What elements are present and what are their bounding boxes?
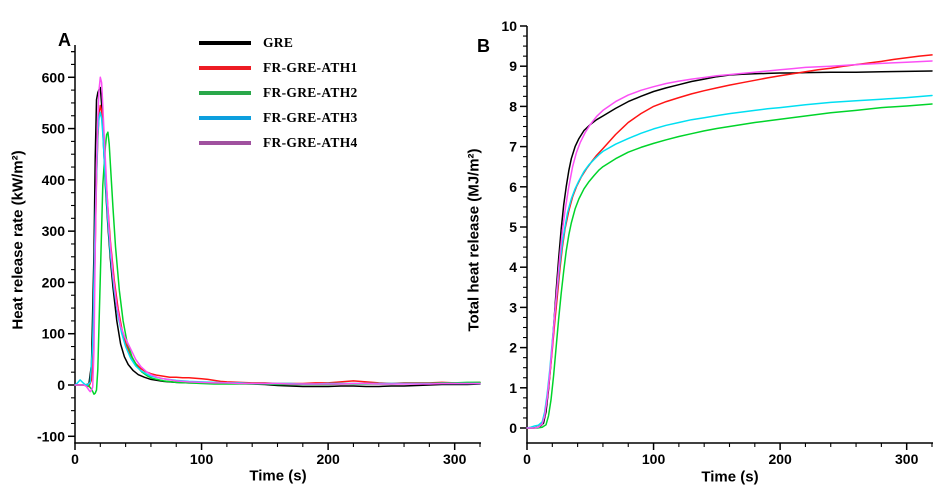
panel-a-letter: A bbox=[58, 30, 71, 50]
y-tick-label: 9 bbox=[509, 58, 517, 74]
y-tick-label: 7 bbox=[509, 139, 517, 155]
y-tick-label: 5 bbox=[509, 219, 517, 235]
legend-item-fr-gre-ath3: FR-GRE-ATH3 bbox=[199, 105, 358, 130]
panel-a-x-axis-title: Time (s) bbox=[249, 467, 307, 485]
y-tick-label: 3 bbox=[509, 299, 517, 315]
x-tick-label: 100 bbox=[642, 451, 666, 467]
legend-item-fr-gre-ath2: FR-GRE-ATH2 bbox=[199, 80, 358, 105]
x-tick-label: 200 bbox=[768, 451, 792, 467]
legend-swatch bbox=[199, 115, 251, 120]
y-tick-label: 6 bbox=[509, 179, 517, 195]
legend-label: GRE bbox=[263, 34, 294, 50]
y-tick-label: -100 bbox=[37, 428, 65, 444]
legend-swatch bbox=[199, 65, 251, 70]
panel-b-x-axis-title: Time (s) bbox=[701, 468, 759, 486]
series-line-fr-gre-ath4 bbox=[526, 60, 933, 429]
legend-item-fr-gre-ath4: FR-GRE-ATH4 bbox=[199, 130, 358, 155]
x-tick-label: 0 bbox=[523, 451, 531, 467]
x-tick-label: 300 bbox=[443, 451, 467, 467]
legend-label: FR-GRE-ATH4 bbox=[263, 134, 358, 150]
legend-item-gre: GRE bbox=[199, 30, 358, 55]
panel-a-y-axis-title: Heat release rate (kW/m²) bbox=[9, 150, 27, 330]
legend-label: FR-GRE-ATH2 bbox=[263, 84, 358, 100]
legend-item-fr-gre-ath1: FR-GRE-ATH1 bbox=[199, 55, 358, 80]
series-line-gre bbox=[526, 70, 933, 429]
series-line-fr-gre-ath3 bbox=[526, 94, 933, 429]
panel-a-plot: -100 0 100 200 300 400 500 600 0 100 200 300 bbox=[37, 45, 481, 467]
y-tick-label: 200 bbox=[42, 274, 66, 290]
legend-swatch bbox=[199, 90, 251, 95]
y-tick-label: 4 bbox=[509, 259, 517, 275]
y-tick-label: 100 bbox=[42, 326, 66, 342]
series-line-fr-gre-ath4 bbox=[74, 76, 481, 393]
series-line-fr-gre-ath2 bbox=[526, 103, 933, 429]
series-line-fr-gre-ath1 bbox=[74, 104, 481, 388]
panel-b-letter: B bbox=[477, 36, 490, 56]
legend-swatch bbox=[199, 40, 251, 45]
legend: GRE FR-GRE-ATH1 FR-GRE-ATH2 FR-GRE-ATH3 … bbox=[199, 30, 358, 155]
x-tick-label: 300 bbox=[895, 451, 919, 467]
legend-label: FR-GRE-ATH1 bbox=[263, 59, 358, 75]
x-tick-label: 0 bbox=[71, 451, 79, 467]
y-tick-label: 0 bbox=[509, 420, 517, 436]
y-tick-label: 1 bbox=[509, 380, 517, 396]
legend-label: FR-GRE-ATH3 bbox=[263, 109, 358, 125]
y-tick-label: 600 bbox=[42, 69, 66, 85]
legend-swatch bbox=[199, 140, 251, 145]
x-tick-label: 100 bbox=[190, 451, 214, 467]
y-tick-label: 0 bbox=[57, 377, 65, 393]
series-line-fr-gre-ath2 bbox=[74, 131, 481, 395]
y-tick-label: 500 bbox=[42, 121, 66, 137]
y-tick-label: 8 bbox=[509, 98, 517, 114]
y-tick-label: 10 bbox=[501, 18, 517, 34]
panel-b-y-axis-title: Total heat release (MJ/m²) bbox=[465, 148, 483, 332]
y-tick-label: 300 bbox=[42, 223, 66, 239]
y-tick-label: 2 bbox=[509, 340, 517, 356]
series-line-fr-gre-ath1 bbox=[526, 54, 933, 429]
x-tick-label: 200 bbox=[316, 451, 340, 467]
y-tick-label: 400 bbox=[42, 172, 66, 188]
